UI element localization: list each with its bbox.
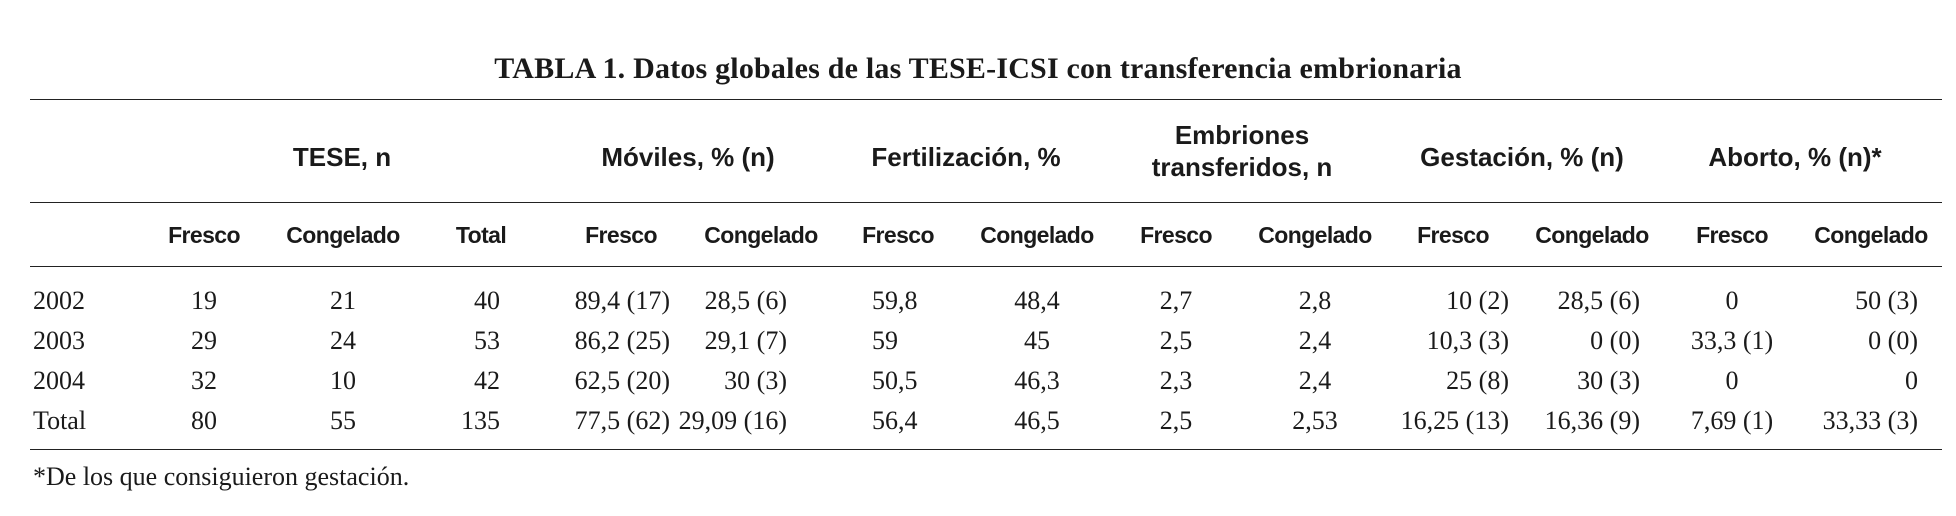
- subheader-rule: [30, 266, 1942, 267]
- bottom-rule: [30, 449, 1942, 450]
- table-cell: 29,09 (16): [678, 406, 787, 435]
- header-embriones-line1: Embriones: [1174, 120, 1310, 150]
- subheader: Congelado: [286, 222, 400, 248]
- subheader: Fresco: [862, 222, 934, 248]
- table-cell: 25 (8): [1446, 366, 1509, 395]
- table-cell: 50,5: [872, 366, 918, 395]
- table-cell: 2,5: [1159, 326, 1193, 355]
- table-cell: 16,25 (13): [1400, 406, 1509, 435]
- table-cell: 48,4: [1014, 286, 1060, 315]
- subheader: Congelado: [1535, 222, 1649, 248]
- subheader: Fresco: [585, 222, 657, 248]
- table-cell: 2,8: [1298, 286, 1332, 315]
- subheader: Congelado: [980, 222, 1094, 248]
- table-cell: 2,4: [1298, 326, 1332, 355]
- table-cell: 50 (3): [1855, 286, 1918, 315]
- table-cell: 10,3 (3): [1426, 326, 1509, 355]
- table-cell: 59: [872, 326, 898, 355]
- table-cell: 16,36 (9): [1544, 406, 1640, 435]
- subheader: Fresco: [1696, 222, 1768, 248]
- subheader: Fresco: [168, 222, 240, 248]
- subheader: Congelado: [704, 222, 818, 248]
- table-cell: 0: [1725, 286, 1739, 315]
- header-rule: [30, 202, 1942, 203]
- subheader: Fresco: [1417, 222, 1489, 248]
- table-cell: 28,5 (6): [1557, 286, 1640, 315]
- table-cell: 0 (0): [1868, 326, 1918, 355]
- table-cell: 53: [474, 326, 500, 355]
- table-cell: 10 (2): [1446, 286, 1509, 315]
- table-cell: 30 (3): [724, 366, 787, 395]
- row-label: 2003: [33, 326, 85, 355]
- header-moviles: Móviles, % (n): [601, 142, 775, 172]
- header-gestacion: Gestación, % (n): [1420, 142, 1624, 172]
- table-title: TABLA 1. Datos globales de las TESE-ICSI…: [494, 52, 1462, 85]
- row-label: 2002: [33, 286, 85, 315]
- table-cell: 0: [1905, 366, 1918, 395]
- subheader: Congelado: [1258, 222, 1372, 248]
- table-cell: 89,4 (17): [574, 286, 670, 315]
- table-cell: 55: [330, 406, 356, 435]
- table-cell: 7,69 (1): [1690, 406, 1774, 435]
- row-label: Total: [33, 406, 87, 435]
- table-cell: 0 (0): [1590, 326, 1640, 355]
- table-cell: 62,5 (20): [574, 366, 670, 395]
- table-cell: 80: [191, 406, 217, 435]
- table-cell: 46,3: [1014, 366, 1060, 395]
- header-aborto: Aborto, % (n)*: [1708, 142, 1882, 172]
- subheader: Fresco: [1140, 222, 1212, 248]
- table-cell: 45: [1024, 326, 1050, 355]
- header-embriones-line2: transferidos, n: [1151, 152, 1333, 182]
- table-cell: 33,3 (1): [1690, 326, 1774, 355]
- table-cell: 24: [330, 326, 356, 355]
- subheader: Total: [455, 222, 507, 248]
- table-cell: 32: [191, 366, 217, 395]
- table-cell: 40: [474, 286, 500, 315]
- subheader: Congelado: [1814, 222, 1928, 248]
- top-rule: [30, 99, 1942, 100]
- table-cell: 21: [330, 286, 356, 315]
- table-cell: 2,53: [1292, 406, 1338, 435]
- table-cell: 86,2 (25): [574, 326, 670, 355]
- table-cell: 2,3: [1159, 366, 1193, 395]
- table-cell: 28,5 (6): [704, 286, 787, 315]
- table-cell: 19: [191, 286, 217, 315]
- table-cell: 29,1 (7): [704, 326, 787, 355]
- table-cell: 0: [1725, 366, 1739, 395]
- header-tese: TESE, n: [292, 142, 392, 172]
- row-label: 2004: [33, 366, 85, 395]
- footnote: *De los que consiguieron gestación.: [33, 462, 410, 491]
- table-cell: 33,33 (3): [1822, 406, 1918, 435]
- table-cell: 135: [461, 406, 500, 435]
- table-cell: 77,5 (62): [574, 406, 670, 435]
- table-cell: 59,8: [872, 286, 918, 315]
- table-cell: 2,5: [1159, 406, 1193, 435]
- table-cell: 29: [191, 326, 217, 355]
- table-cell: 46,5: [1014, 406, 1060, 435]
- table-cell: 10: [330, 366, 356, 395]
- header-embriones: Embriones transferidos, n: [1152, 119, 1333, 183]
- table-cell: 2,4: [1298, 366, 1332, 395]
- table-cell: 42: [474, 366, 500, 395]
- header-fertilizacion: Fertilización, %: [871, 142, 1061, 172]
- table-cell: 56,4: [872, 406, 918, 435]
- table-cell: 2,7: [1159, 286, 1193, 315]
- table-cell: 30 (3): [1577, 366, 1640, 395]
